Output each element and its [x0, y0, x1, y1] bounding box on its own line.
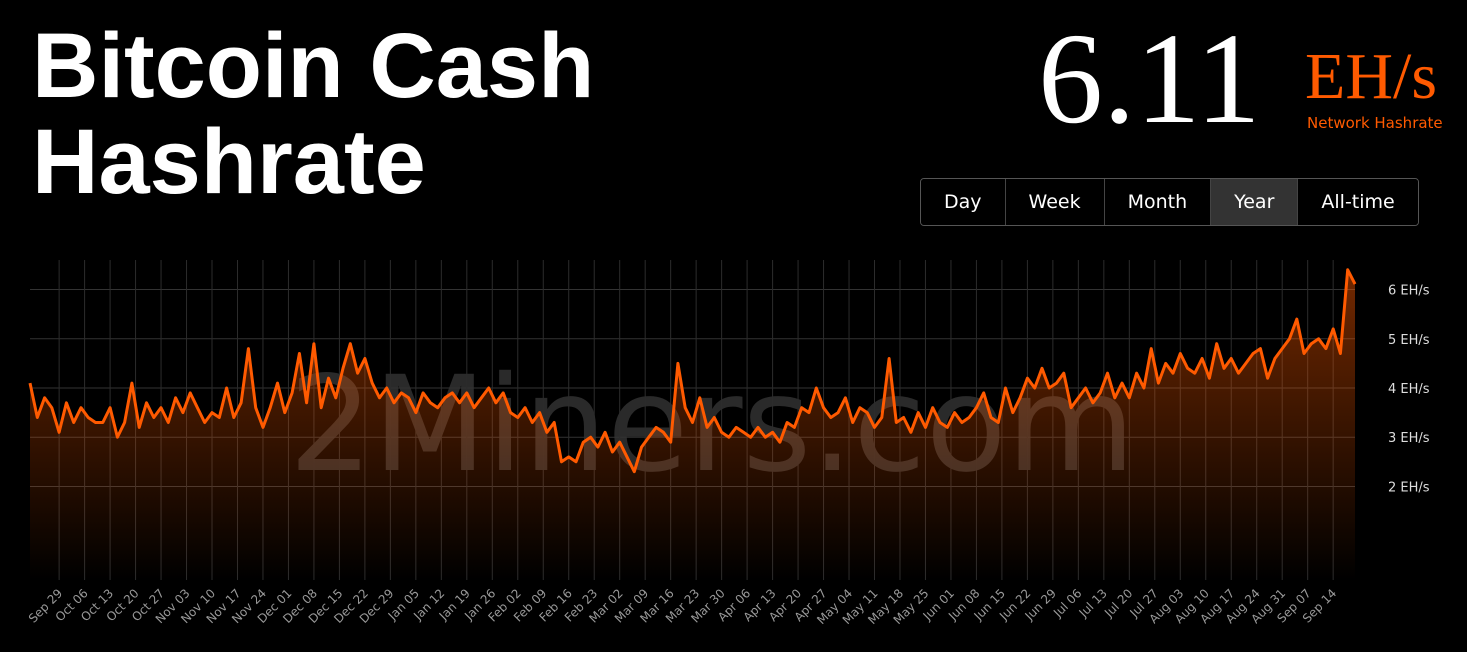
hashrate-line	[28, 268, 1357, 474]
x-tick-label: Jul 06	[1050, 586, 1084, 620]
area-fill	[30, 269, 1355, 580]
x-tick-label: Jul 20	[1101, 586, 1135, 620]
hashrate-value: 6.11	[1038, 7, 1261, 151]
period-button[interactable]: All-time	[1298, 179, 1418, 225]
period-button[interactable]: Day	[921, 179, 1006, 225]
hashrate-unit: EH/s	[1305, 40, 1437, 113]
x-tick-label: Jul 13	[1076, 586, 1110, 620]
period-button[interactable]: Month	[1104, 179, 1212, 225]
period-button[interactable]: Year	[1211, 179, 1299, 225]
y-tick-label: 6 EH/s	[1388, 284, 1430, 299]
period-button[interactable]: Week	[1005, 179, 1105, 225]
y-tick-label: 2 EH/s	[1388, 480, 1430, 495]
y-tick-label: 5 EH/s	[1388, 333, 1430, 348]
hashrate-label: Network Hashrate	[1307, 114, 1443, 132]
page-title: Bitcoin Cash Hashrate	[32, 18, 594, 210]
y-tick-label: 4 EH/s	[1388, 382, 1430, 397]
y-tick-label: 3 EH/s	[1388, 431, 1430, 446]
period-selector: Day Week Month Year All-time	[920, 178, 1419, 226]
title-line: Bitcoin Cash	[32, 15, 595, 117]
title-line: Hashrate	[32, 111, 426, 213]
